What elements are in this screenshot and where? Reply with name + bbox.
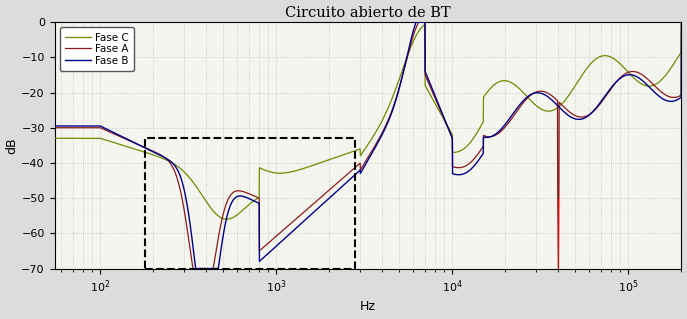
Fase C [318, 160, 326, 164]
Fase B [598, 98, 606, 102]
Line: Fase B: Fase B [54, 22, 682, 269]
Fase C [598, 54, 606, 58]
Fase C [50, 137, 58, 140]
Fase C [677, 20, 686, 24]
Fase B [50, 124, 58, 128]
Fase A [50, 126, 58, 130]
Fase B [291, 227, 300, 231]
Y-axis label: dB: dB [5, 137, 19, 154]
Fase C [223, 217, 231, 221]
Fase B [666, 100, 674, 103]
Fase A [122, 137, 130, 141]
Fase A [598, 100, 606, 103]
Line: Fase A: Fase A [54, 22, 682, 269]
Fase A [159, 155, 168, 159]
Fase B [159, 155, 168, 159]
Legend: Fase C, Fase A, Fase B: Fase C, Fase A, Fase B [60, 27, 134, 71]
Fase B [192, 267, 200, 271]
Line: Fase C: Fase C [54, 22, 682, 219]
X-axis label: Hz: Hz [360, 300, 376, 314]
Fase A [291, 218, 300, 222]
Fase C [122, 145, 130, 148]
Fase A [189, 267, 197, 271]
Fase B [412, 20, 420, 24]
Fase A [666, 95, 674, 99]
Fase C [291, 169, 300, 173]
Fase C [159, 157, 168, 160]
Fase C [665, 69, 673, 72]
Fase A [677, 20, 686, 24]
Title: Circuito abierto de BT: Circuito abierto de BT [285, 5, 451, 19]
Bar [145, 138, 355, 269]
Fase A [414, 20, 423, 24]
Fase B [677, 20, 686, 24]
Fase B [122, 137, 130, 140]
Fase B [318, 203, 326, 206]
Fase A [318, 194, 326, 198]
